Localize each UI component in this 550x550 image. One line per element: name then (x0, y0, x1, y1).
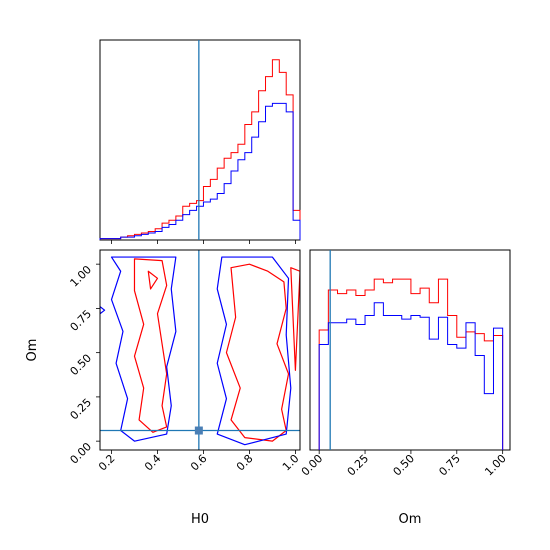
om-y-tick-label: 0.50 (68, 352, 95, 379)
contour-3 (290, 267, 300, 371)
contour-0 (133, 258, 168, 433)
om-x-tick-label: 0.50 (391, 452, 418, 479)
h0-hist-frame (99, 39, 301, 241)
om-y-tick-label: 1.00 (68, 263, 95, 290)
h0-om-contour-panel: 0.2 0.4 0.6 0.8 1.0 0.00 0.25 0.50 0.75 1.00 H0 Om (25, 249, 302, 527)
h0-hist-series-0 (99, 59, 301, 240)
om-y-tick-label: 0.25 (68, 396, 95, 423)
om-histogram-panel: 0.00 0.25 0.50 0.75 1.00 Om (299, 249, 511, 527)
h0-x-tick-label: 0.2 (96, 452, 118, 474)
h0-hist-series-1 (99, 102, 301, 240)
om-x-tick-label: 1.00 (482, 452, 509, 479)
om-hist-axis-label: Om (399, 512, 422, 527)
h0-x-tick-label: 0.8 (234, 452, 256, 474)
contour-2 (225, 263, 290, 442)
h0-x-tick-label: 0.4 (142, 452, 164, 474)
h0-axis-label: H0 (191, 512, 209, 527)
om-y-tick-label: 0.75 (68, 307, 95, 334)
h0-histogram-panel (99, 39, 301, 244)
om-hist-series-1 (318, 302, 504, 450)
contour-group (100, 256, 300, 446)
contour-5 (216, 256, 292, 446)
contour-frame (99, 249, 301, 451)
contour-1 (147, 270, 159, 290)
om-x-tick-label: 0.25 (345, 452, 372, 479)
om-y-tick-label: 0.00 (68, 440, 95, 467)
contour-4 (110, 256, 177, 442)
om-hist-series-0 (318, 278, 504, 450)
h0-x-tick-label: 1.0 (280, 452, 302, 474)
h0-x-tick-label: 0.6 (188, 452, 210, 474)
om-x-tick-label: 0.75 (436, 452, 463, 479)
contour-6 (100, 306, 106, 315)
om-x-tick-label: 0.00 (299, 452, 326, 479)
om-axis-label: Om (25, 339, 40, 362)
truth-marker (194, 426, 203, 435)
om-hist-frame (309, 249, 511, 451)
